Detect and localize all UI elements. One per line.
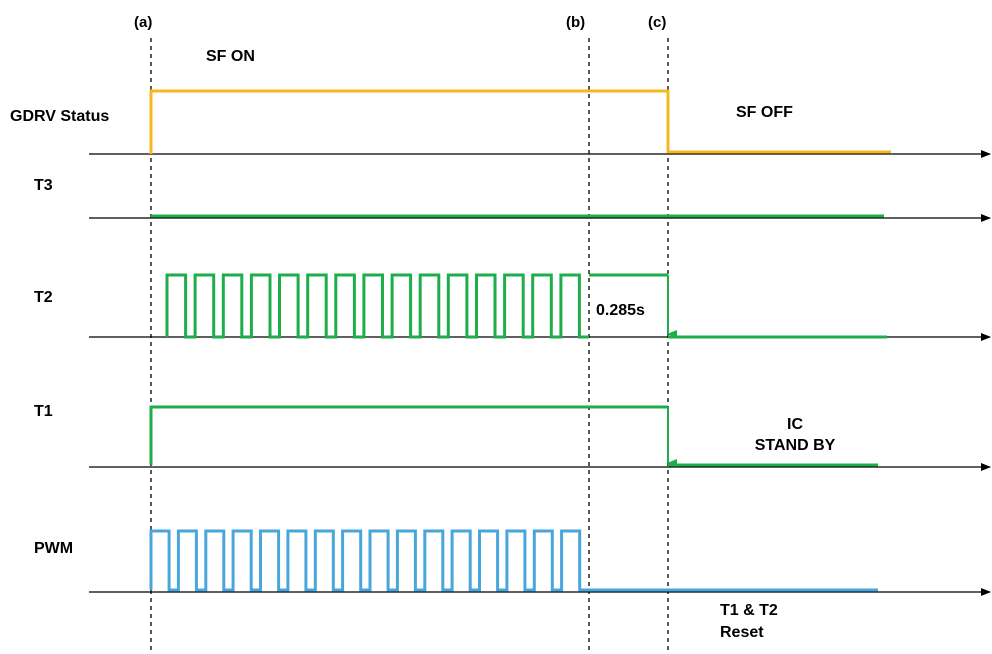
marker-label-c: (c) <box>648 14 666 31</box>
reset-label-line2: Reset <box>720 624 764 641</box>
gdrv-status-waveform <box>149 89 891 154</box>
t1-label: T1 <box>34 403 53 420</box>
sf-on-label: SF ON <box>206 48 255 65</box>
t2-label: T2 <box>34 289 53 306</box>
gdrv-status-label: GDRV Status <box>10 108 109 125</box>
t3-label: T3 <box>34 177 53 194</box>
t1-waveform <box>149 405 668 465</box>
ic-label: IC <box>787 416 803 433</box>
t2-pulse-train <box>165 273 589 339</box>
marker-label-a: (a) <box>134 14 152 31</box>
sf-off-label: SF OFF <box>736 104 793 121</box>
pwm-label: PWM <box>34 540 73 557</box>
pwm-pulse-train <box>149 529 589 592</box>
standby-label: STAND BY <box>755 437 836 454</box>
marker-label-b: (b) <box>566 14 585 31</box>
delay-label: 0.285s <box>596 302 645 319</box>
reset-label-line1: T1 & T2 <box>720 602 778 619</box>
